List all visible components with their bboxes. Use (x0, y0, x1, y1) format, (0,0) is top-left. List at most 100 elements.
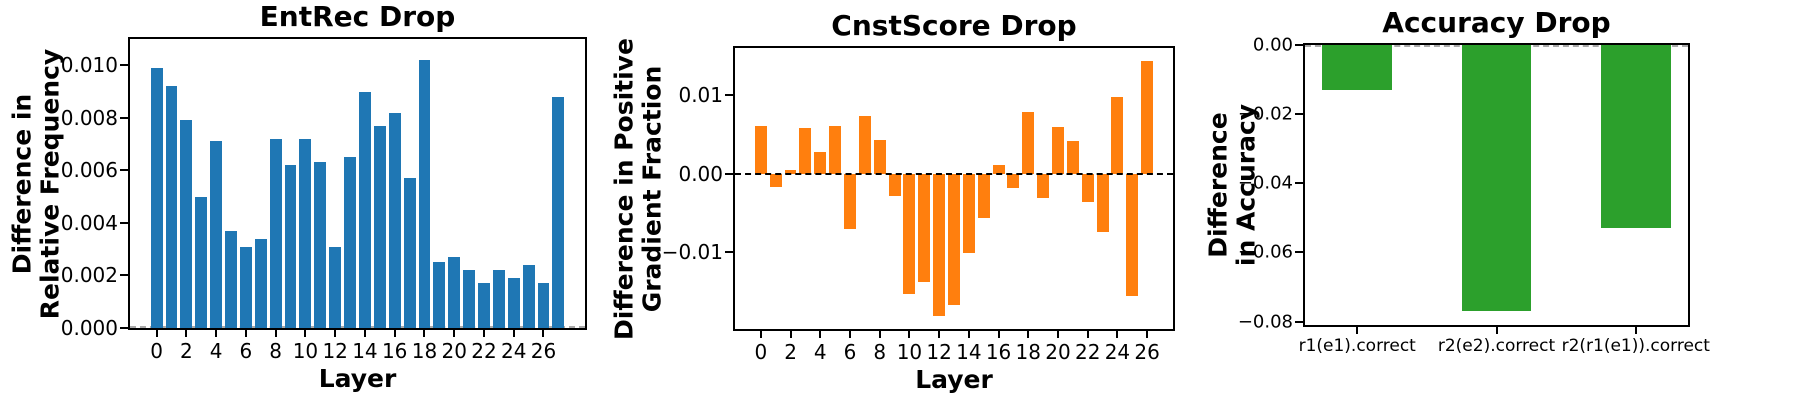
y-tick-mark (120, 64, 128, 67)
x-tick-mark (185, 330, 188, 337)
bar (329, 246, 342, 328)
y-tick-label: −0.01 (661, 240, 723, 265)
zero-dashed-line (735, 172, 1173, 175)
x-tick-mark (997, 331, 1000, 338)
x-tick-mark (334, 330, 337, 337)
bar (784, 169, 797, 174)
y-tick-mark (725, 172, 733, 175)
x-tick-label: 8 (873, 340, 887, 364)
bar (314, 162, 327, 328)
x-tick-label: 12 (322, 339, 348, 363)
x-tick-label: 26 (1134, 340, 1160, 364)
cnstscore-chart-title: CnstScore Drop (831, 9, 1077, 42)
y-tick-mark (120, 169, 128, 172)
x-tick-label: 4 (209, 339, 223, 363)
bar (418, 60, 431, 328)
x-tick-label: 14 (352, 339, 378, 363)
x-tick-mark (1146, 331, 1149, 338)
x-tick-label: 6 (843, 340, 857, 364)
bar (977, 173, 990, 219)
x-tick-mark (393, 330, 396, 337)
y-tick-label: 0.010 (60, 53, 118, 78)
x-tick-label: 10 (896, 340, 923, 364)
y-tick-mark (120, 327, 128, 329)
x-tick-label: 8 (269, 339, 283, 363)
bar (225, 230, 237, 328)
cnstscore-x-axis-label: Layer (915, 365, 993, 394)
bar (1600, 45, 1671, 229)
y-tick-mark (1295, 251, 1303, 254)
x-tick-label: 6 (239, 339, 253, 363)
bar (463, 270, 476, 328)
entrec-x-axis-label: Layer (318, 364, 397, 393)
y-axis-label-line: Relative Frequency (35, 48, 64, 319)
x-tick-label: 0 (754, 340, 768, 364)
bar (799, 128, 812, 174)
bar (537, 283, 550, 328)
x-tick-label: 16 (985, 340, 1012, 364)
bar (403, 178, 416, 328)
y-axis-label-line: Difference (1203, 112, 1233, 258)
accuracy-drop-plot-area: Accuracy Drop Difference in Accuracy 0.0… (1204, 6, 1710, 356)
bar (903, 173, 916, 295)
y-tick-mark (725, 94, 733, 97)
x-tick-label: 2 (784, 340, 797, 364)
y-tick-label: −0.08 (1237, 311, 1293, 333)
x-tick-label: 18 (411, 339, 438, 363)
bar (269, 138, 282, 328)
y-tick-mark (120, 221, 128, 224)
x-tick-mark (908, 331, 911, 338)
x-tick-mark (1057, 331, 1059, 338)
x-tick-label: 4 (813, 340, 827, 364)
bar (829, 126, 842, 174)
bar (492, 270, 505, 328)
y-tick-label: 0.006 (60, 158, 118, 183)
y-axis-label-line: Gradient Fraction (637, 65, 666, 312)
bar (873, 139, 886, 174)
y-tick-label: 0.008 (60, 105, 118, 130)
x-tick-label: r1(e1).correct (1298, 336, 1416, 356)
y-tick-label: 0.01 (678, 83, 723, 108)
y-tick-label: 0.00 (678, 161, 723, 186)
x-tick-label: r2(e2).correct (1437, 336, 1556, 356)
entrec-chart-title: EntRec Drop (259, 0, 456, 33)
x-tick-mark (363, 330, 366, 337)
y-tick-mark (1295, 320, 1303, 323)
bar (254, 238, 267, 328)
bar (1052, 127, 1064, 174)
bar (948, 173, 960, 306)
x-tick-mark (1495, 327, 1498, 334)
zero-dashed-line (130, 326, 585, 328)
y-tick-mark (725, 251, 733, 254)
x-tick-mark (1027, 331, 1030, 338)
y-tick-label: −0.02 (1237, 103, 1293, 125)
bar (239, 246, 252, 328)
bar (299, 138, 312, 328)
x-tick-mark (542, 330, 545, 337)
bar (754, 125, 767, 174)
entrec-y-axis-label: Difference in Relative Frequency (7, 48, 65, 319)
bar (1022, 111, 1035, 174)
x-tick-label: 26 (530, 339, 557, 363)
bar (1066, 140, 1079, 174)
bar (358, 91, 371, 328)
y-tick-mark (1295, 182, 1303, 185)
x-tick-mark (482, 330, 485, 337)
bar (433, 262, 446, 328)
bar (933, 173, 946, 316)
x-tick-mark (244, 330, 247, 337)
bar (195, 196, 208, 328)
bar (165, 86, 178, 328)
x-tick-mark (1356, 327, 1359, 334)
x-tick-mark (453, 330, 456, 337)
y-tick-mark (1295, 44, 1303, 46)
x-tick-label: r2(r1(e1)).correct (1561, 336, 1710, 356)
bar (814, 151, 827, 174)
x-tick-mark (848, 331, 851, 338)
y-tick-label: 0.002 (60, 263, 118, 288)
bar (844, 173, 856, 229)
x-tick-label: 16 (381, 339, 408, 363)
y-axis-label-line: Difference in (7, 93, 37, 274)
x-tick-label: 0 (150, 339, 163, 363)
x-tick-mark (215, 330, 218, 337)
